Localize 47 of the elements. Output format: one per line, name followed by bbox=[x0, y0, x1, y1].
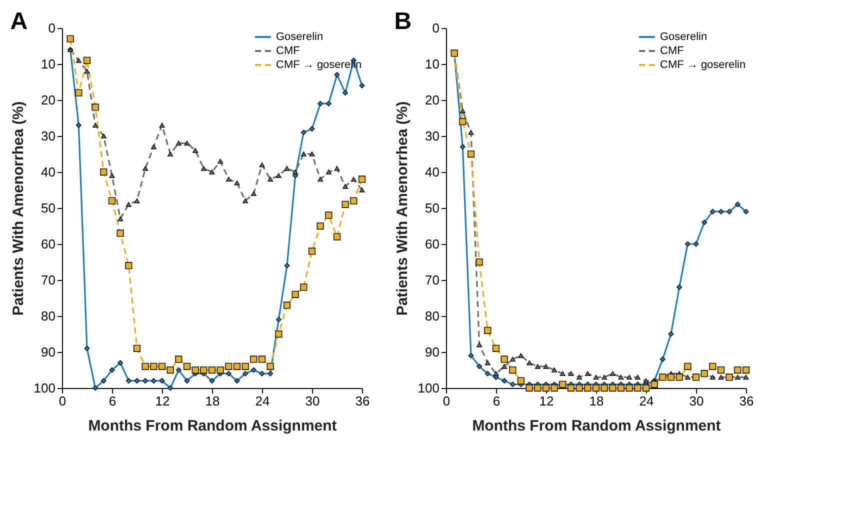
y-axis-title: Patients With Amenorrhea (%) bbox=[394, 101, 411, 316]
y-tick-label: 70 bbox=[425, 272, 440, 288]
y-tick-label: 20 bbox=[425, 92, 440, 108]
y-tick-label: 80 bbox=[41, 308, 56, 324]
x-tick-label: 0 bbox=[442, 394, 450, 408]
y-tick-label: 40 bbox=[425, 164, 440, 180]
y-tick-label: 50 bbox=[425, 200, 440, 216]
y-tick-label: 30 bbox=[41, 128, 56, 144]
y-tick-label: 70 bbox=[41, 272, 56, 288]
y-tick-label: 90 bbox=[41, 344, 56, 360]
x-tick-label: 12 bbox=[155, 394, 170, 408]
y-tick-label: 60 bbox=[425, 236, 440, 252]
x-tick-label: 36 bbox=[739, 394, 754, 408]
x-tick-label: 18 bbox=[205, 394, 220, 408]
x-tick-label: 12 bbox=[539, 394, 554, 408]
y-tick-label: 100 bbox=[34, 380, 56, 396]
x-tick-label: 6 bbox=[108, 394, 116, 408]
chart-title: A bbox=[10, 8, 28, 35]
legend-label: Goserelin bbox=[276, 31, 324, 43]
x-tick-label: 6 bbox=[492, 394, 500, 408]
y-tick-label: 10 bbox=[41, 56, 56, 72]
y-tick-label: 50 bbox=[41, 200, 56, 216]
y-tick-label: 90 bbox=[425, 344, 440, 360]
x-tick-label: 36 bbox=[355, 394, 370, 408]
y-tick-label: 10 bbox=[425, 56, 440, 72]
x-tick-label: 18 bbox=[589, 394, 604, 408]
x-tick-label: 30 bbox=[305, 394, 320, 408]
legend-label: CMF bbox=[276, 45, 300, 57]
legend-label: CMF → goserelin bbox=[660, 59, 746, 71]
y-tick-label: 100 bbox=[418, 380, 440, 396]
legend-label: Goserelin bbox=[660, 31, 708, 43]
x-tick-label: 24 bbox=[639, 394, 654, 408]
y-tick-label: 0 bbox=[48, 20, 56, 36]
y-tick-label: 40 bbox=[41, 164, 56, 180]
x-axis-title: Months From Random Assignment bbox=[472, 418, 721, 434]
y-axis-title: Patients With Amenorrhea (%) bbox=[10, 101, 27, 316]
y-tick-label: 60 bbox=[41, 236, 56, 252]
x-tick-label: 24 bbox=[255, 394, 270, 408]
y-tick-label: 0 bbox=[432, 20, 440, 36]
legend-label: CMF bbox=[660, 45, 684, 57]
x-tick-label: 30 bbox=[689, 394, 704, 408]
y-tick-label: 80 bbox=[425, 308, 440, 324]
x-tick-label: 0 bbox=[58, 394, 66, 408]
x-axis-title: Months From Random Assignment bbox=[88, 418, 337, 434]
y-tick-label: 30 bbox=[425, 128, 440, 144]
y-tick-label: 20 bbox=[41, 92, 56, 108]
chart-title: B bbox=[394, 8, 412, 35]
